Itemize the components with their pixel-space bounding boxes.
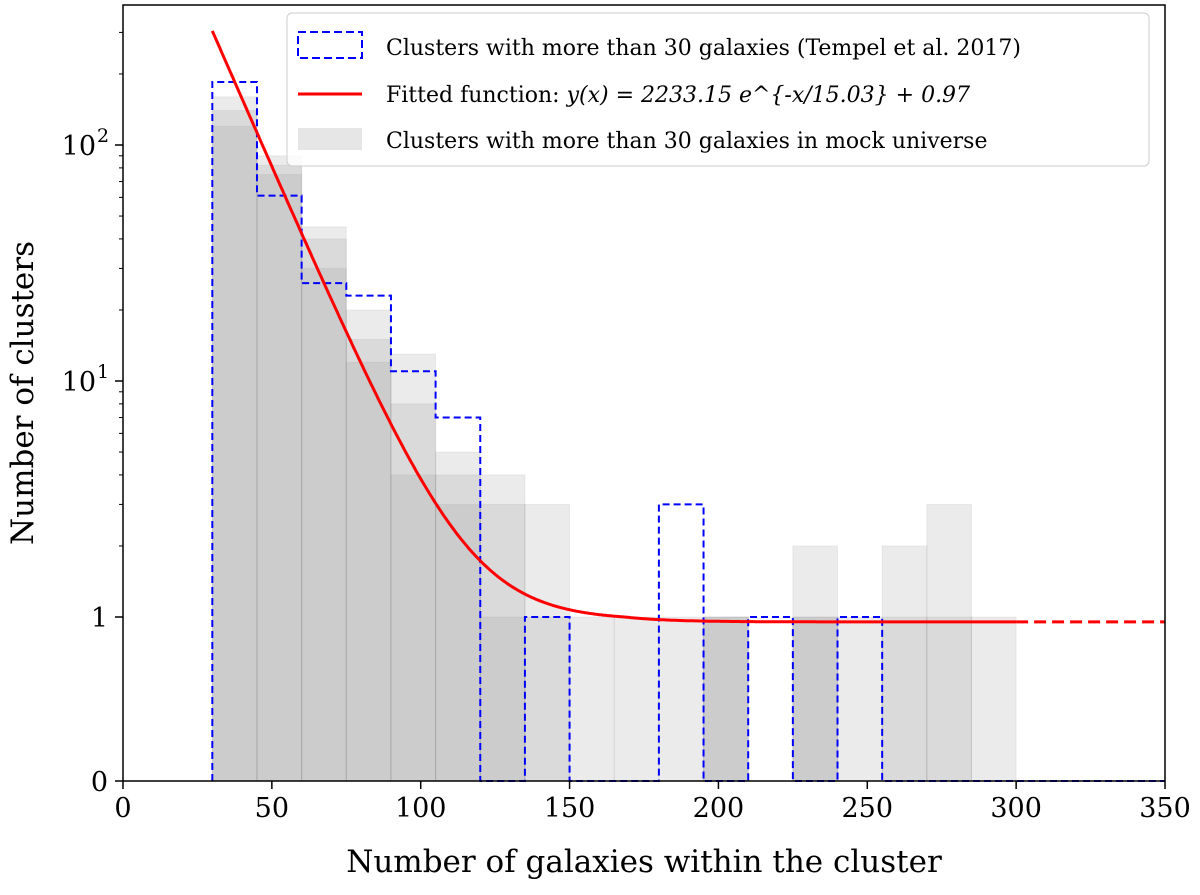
mock-bar xyxy=(926,616,972,782)
legend-fit-formula: y(x) = 2233.15 e^{-x/15.03} + 0.97 xyxy=(566,83,970,108)
mock-bar xyxy=(703,616,749,782)
fit-curve xyxy=(210,30,1165,624)
mock-bar xyxy=(658,616,705,782)
mock-bar xyxy=(837,616,883,782)
x-tick-label: 50 xyxy=(255,793,289,824)
mock-bar xyxy=(435,503,481,782)
legend-fit-prefix: Fitted function: xyxy=(386,83,567,108)
mock-histogram xyxy=(211,96,1017,782)
x-tick-label: 300 xyxy=(990,793,1042,824)
mock-bar xyxy=(524,616,571,782)
plot-frame xyxy=(122,4,1166,782)
mock-bar xyxy=(435,474,481,782)
mock-bar xyxy=(926,503,972,782)
legend-observed-label: Clusters with more than 30 galaxies (Tem… xyxy=(386,36,1021,61)
legend-mock-label: Clusters with more than 30 galaxies in m… xyxy=(386,129,987,154)
x-tick-label: 200 xyxy=(693,793,745,824)
mock-bar xyxy=(479,616,526,782)
x-tick-label: 0 xyxy=(114,793,131,824)
mock-bar xyxy=(211,96,258,782)
mock-bar xyxy=(211,110,258,782)
mock-bar xyxy=(970,616,1017,782)
mock-bar xyxy=(256,155,303,782)
legend-box xyxy=(286,12,1150,167)
x-tick-label: 350 xyxy=(1139,793,1191,824)
mock-bar xyxy=(881,616,928,782)
mock-bar xyxy=(390,353,437,782)
mock-bar xyxy=(390,474,437,782)
mock-bar xyxy=(345,338,392,782)
mock-bar xyxy=(792,616,839,782)
y-tick-exponent: 1 xyxy=(97,361,109,383)
mock-bar xyxy=(792,545,839,782)
x-tick-label: 250 xyxy=(842,793,894,824)
legend-observed-swatch xyxy=(297,31,363,59)
legend: Clusters with more than 30 galaxies (Tem… xyxy=(286,12,1150,167)
mock-bar xyxy=(569,616,615,782)
mock-bar xyxy=(211,125,258,782)
y-tick-label: 10 xyxy=(62,367,96,398)
mock-bar xyxy=(792,616,839,782)
y-tick-label: 10 xyxy=(62,131,96,162)
x-tick-label: 100 xyxy=(395,793,447,824)
mock-bar xyxy=(256,173,303,782)
mock-bar xyxy=(345,361,392,782)
y-tick-exponent: 2 xyxy=(97,125,109,147)
mock-bar xyxy=(345,309,392,782)
y-tick-label: 0 xyxy=(91,767,108,798)
y-axis-label: Number of clusters xyxy=(5,241,41,545)
legend-fit-label: Fitted function: y(x) = 2233.15 e^{-x/15… xyxy=(386,83,970,108)
mock-bar xyxy=(703,616,749,782)
mock-bar xyxy=(301,267,347,782)
mock-bar xyxy=(256,164,303,782)
mock-bar xyxy=(435,451,481,782)
fit-solid-line xyxy=(210,30,1017,624)
mock-bar xyxy=(613,616,660,782)
x-axis-label: Number of galaxies within the cluster xyxy=(346,844,942,880)
mock-bar xyxy=(301,238,347,782)
mock-bar xyxy=(479,503,526,782)
legend-mock-swatch xyxy=(298,128,362,150)
x-tick-label: 150 xyxy=(544,793,596,824)
observed-bar xyxy=(748,617,793,781)
y-tick-label: 1 xyxy=(91,603,108,634)
mock-bar xyxy=(881,545,928,782)
